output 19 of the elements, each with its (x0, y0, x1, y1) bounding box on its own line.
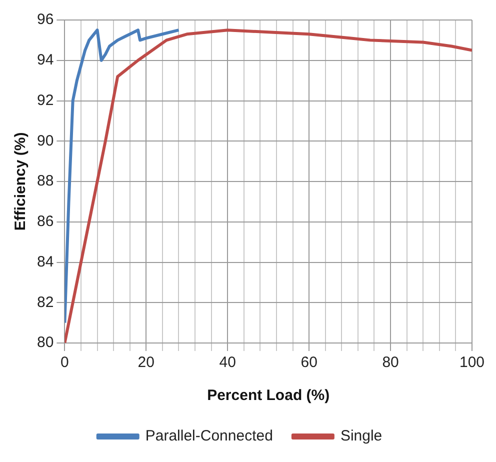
y-tick-label: 84 (36, 253, 54, 270)
y-tick-label: 86 (36, 213, 54, 230)
legend-label: Parallel-Connected (145, 428, 273, 445)
y-axis-title: Efficiency (%) (12, 132, 30, 231)
x-tick-label: 60 (300, 354, 318, 372)
y-tick-label: 92 (36, 92, 54, 109)
x-tick-label: 100 (459, 354, 485, 372)
y-tick-label: 96 (36, 11, 54, 28)
y-tick-label: 80 (36, 334, 54, 352)
y-tick-label: 88 (36, 172, 54, 190)
x-axis-title: Percent Load (%) (207, 387, 330, 404)
x-tick-label: 80 (382, 354, 399, 372)
x-tick-label: 20 (138, 354, 154, 372)
x-tick-label: 0 (60, 354, 69, 372)
y-tick-label: 94 (36, 52, 54, 69)
y-tick-label: 82 (36, 294, 54, 311)
x-tick-label: 40 (219, 354, 236, 372)
y-tick-label: 90 (36, 132, 54, 150)
legend-label: Single (340, 428, 382, 445)
